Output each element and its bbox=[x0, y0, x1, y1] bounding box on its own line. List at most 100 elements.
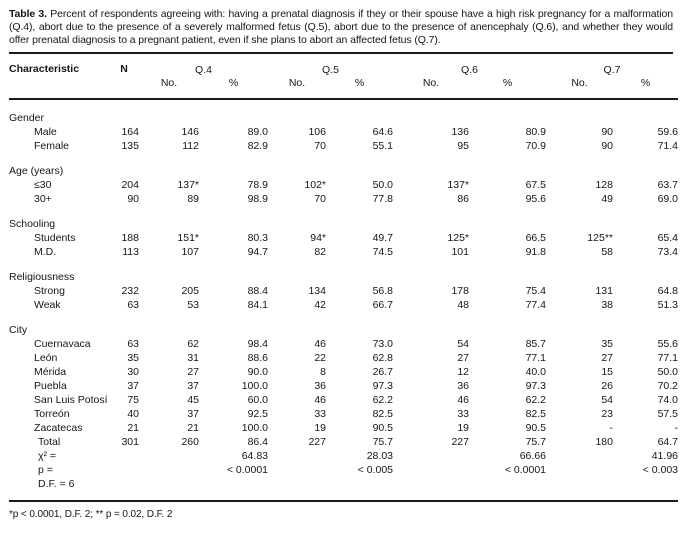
row-label: ≤30 bbox=[34, 179, 52, 191]
cell-value: 69.0 bbox=[657, 193, 678, 205]
cell-value: 23 bbox=[601, 408, 613, 420]
cell-value: 95 bbox=[457, 140, 469, 152]
cell-value: 94* bbox=[310, 232, 326, 244]
cell-value: 86 bbox=[457, 193, 469, 205]
cell-value: 146 bbox=[181, 126, 199, 138]
cell-value: 27 bbox=[601, 352, 613, 364]
table-row: Cuernavaca 63 62 98.4 46 73.0 54 85.7 35 55.6 bbox=[9, 337, 678, 351]
cell-value: 70.2 bbox=[657, 380, 678, 392]
cell-value: 62.8 bbox=[372, 352, 393, 364]
cell-value: 38 bbox=[601, 299, 613, 311]
chi-square-value bbox=[109, 449, 139, 463]
table-caption: Table 3. Percent of respondents agreeing… bbox=[9, 8, 673, 54]
cell-value: 125* bbox=[447, 232, 469, 244]
cell-value: 75 bbox=[127, 394, 139, 406]
cell-value: 92.5 bbox=[247, 408, 268, 420]
cell-value: 73.4 bbox=[657, 246, 678, 258]
cell-value: 27 bbox=[457, 352, 469, 364]
cell-value: 48 bbox=[457, 299, 469, 311]
cell-value: 58 bbox=[601, 246, 613, 258]
cell-value: 89.0 bbox=[247, 126, 268, 138]
table-header: Characteristic N Q.4 Q.5 Q.6 Q.7 No. % N… bbox=[9, 54, 678, 99]
section-row: Age (years) bbox=[9, 153, 678, 178]
cell-value: 106 bbox=[308, 126, 326, 138]
cell-value: 88.6 bbox=[247, 352, 268, 364]
cell-value: 164 bbox=[121, 126, 139, 138]
cell-value: 26 bbox=[601, 380, 613, 392]
cell-value: 33 bbox=[314, 408, 326, 420]
cell-value: 84.1 bbox=[247, 299, 268, 311]
section-label: Religiousness bbox=[9, 271, 75, 283]
cell-value: 77.1 bbox=[525, 352, 546, 364]
cell-value: 27 bbox=[187, 366, 199, 378]
p-value-value: < 0.0001 bbox=[504, 464, 546, 476]
cell-value: 35 bbox=[127, 352, 139, 364]
total-value: 75.7 bbox=[525, 436, 546, 448]
cell-value: 8 bbox=[320, 366, 326, 378]
header-row-groups: Characteristic N Q.4 Q.5 Q.6 Q.7 bbox=[9, 54, 678, 77]
cell-value: 40 bbox=[127, 408, 139, 420]
cell-value: 55.6 bbox=[657, 338, 678, 350]
header-row-sub: No. % No. % No. % No. % bbox=[9, 77, 678, 99]
cell-value: 82.9 bbox=[247, 140, 268, 152]
table-row: Female 135 112 82.9 70 55.1 95 70.9 90 71.4 bbox=[9, 139, 678, 153]
row-label: León bbox=[34, 352, 58, 364]
cell-value: 90 bbox=[127, 193, 139, 205]
cell-value: 101 bbox=[451, 246, 469, 258]
cell-value: 62.2 bbox=[372, 394, 393, 406]
cell-value: 21 bbox=[187, 422, 199, 434]
cell-value: 98.9 bbox=[247, 193, 268, 205]
cell-value: - bbox=[674, 422, 679, 434]
cell-value: 63.7 bbox=[657, 179, 678, 191]
header-q7-pct: % bbox=[640, 77, 651, 89]
cell-value: 151* bbox=[177, 232, 199, 244]
header-q6: Q.6 bbox=[461, 64, 478, 76]
cell-value: 73.0 bbox=[372, 338, 393, 350]
cell-value: 46 bbox=[314, 338, 326, 350]
row-label: Mérida bbox=[34, 366, 67, 378]
cell-value: 63 bbox=[127, 338, 139, 350]
cell-value: 91.8 bbox=[525, 246, 546, 258]
cell-value: 36 bbox=[314, 380, 326, 392]
chi-square-label: χ² = bbox=[38, 450, 57, 462]
section-label: Schooling bbox=[9, 218, 56, 230]
row-label: M.D. bbox=[34, 246, 57, 258]
p-value-value: < 0.0001 bbox=[226, 464, 268, 476]
cell-value: 137* bbox=[177, 179, 199, 191]
cell-value: 188 bbox=[121, 232, 139, 244]
data-table: Characteristic N Q.4 Q.5 Q.6 Q.7 No. % N… bbox=[9, 54, 678, 502]
cell-value: 97.3 bbox=[525, 380, 546, 392]
row-label: Male bbox=[34, 126, 57, 138]
cell-value: 51.3 bbox=[657, 299, 678, 311]
cell-value: 37 bbox=[187, 380, 199, 392]
cell-value: 12 bbox=[457, 366, 469, 378]
cell-value: 131 bbox=[595, 285, 613, 297]
cell-value: 70.9 bbox=[525, 140, 546, 152]
table-row: Strong 232 205 88.4 134 56.8 178 75.4 131 64.8 bbox=[9, 284, 678, 298]
section-label: Age (years) bbox=[9, 165, 64, 177]
p-value-value bbox=[546, 463, 613, 477]
header-q6-pct: % bbox=[502, 77, 513, 89]
p-value-label: p = bbox=[38, 464, 53, 476]
table-row: Male 164 146 89.0 106 64.6 136 80.9 90 59.6 bbox=[9, 125, 678, 139]
cell-value: 50.0 bbox=[372, 179, 393, 191]
chi-square-row: χ² = 64.83 28.03 66.66 41.96 bbox=[9, 449, 678, 463]
total-value: 227 bbox=[308, 436, 326, 448]
row-label: Strong bbox=[34, 285, 65, 297]
section-row: Schooling bbox=[9, 206, 678, 231]
cell-value: 33 bbox=[457, 408, 469, 420]
header-q4: Q.4 bbox=[195, 64, 212, 76]
cell-value: 46 bbox=[314, 394, 326, 406]
cell-value: 77.4 bbox=[525, 299, 546, 311]
cell-value: 62.2 bbox=[525, 394, 546, 406]
total-value: 301 bbox=[121, 436, 139, 448]
cell-value: 77.1 bbox=[657, 352, 678, 364]
row-label: Puebla bbox=[34, 380, 67, 392]
chi-square-value bbox=[393, 449, 469, 463]
cell-value: 75.4 bbox=[525, 285, 546, 297]
chi-square-value: 66.66 bbox=[519, 450, 546, 462]
p-value-value bbox=[109, 463, 139, 477]
cell-value: 80.9 bbox=[525, 126, 546, 138]
table-row: Weak 63 53 84.1 42 66.7 48 77.4 38 51.3 bbox=[9, 298, 678, 312]
